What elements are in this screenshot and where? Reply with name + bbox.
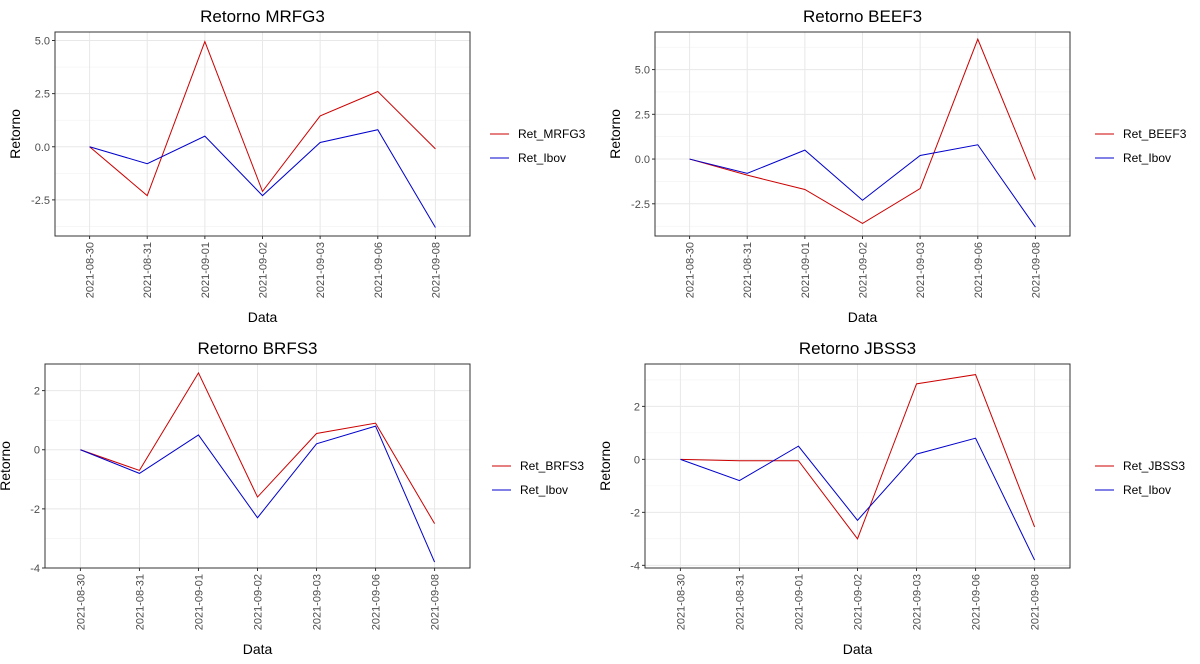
legend: Ret_BEEF3 Ret_Ibov <box>1095 127 1187 165</box>
x-tick-label: 2021-08-31 <box>134 574 146 630</box>
legend: Ret_BRFS3 Ret_Ibov <box>492 459 584 497</box>
y-tick-label: 2.5 <box>35 89 50 101</box>
y-axis-title: Retorno <box>597 441 613 491</box>
legend-label: Ret_Ibov <box>518 151 566 165</box>
x-tick-label: 2021-09-03 <box>315 242 327 298</box>
legend: Ret_JBSS3 Ret_Ibov <box>1095 459 1185 497</box>
x-tick-label: 2021-09-02 <box>853 574 865 630</box>
x-axis-title: Data <box>243 641 273 657</box>
x-tick-label: 2021-09-06 <box>373 242 385 298</box>
y-axis-title: Retorno <box>0 441 13 491</box>
legend-label: Ret_MRFG3 <box>518 127 586 141</box>
y-axis-title: Retorno <box>607 109 623 159</box>
x-tick-label: 2021-08-31 <box>734 574 746 630</box>
x-tick-label: 2021-08-30 <box>85 242 97 298</box>
chart-title: Retorno JBSS3 <box>799 339 916 358</box>
legend-label: Ret_BRFS3 <box>520 459 584 473</box>
y-tick-label: 0 <box>34 445 40 457</box>
y-tick-label: 2 <box>34 386 40 398</box>
legend-label: Ret_Ibov <box>520 483 568 497</box>
y-tick-label: 2 <box>634 401 640 413</box>
x-tick-label: 2021-09-02 <box>253 574 265 630</box>
x-tick-label: 2021-09-03 <box>312 574 324 630</box>
x-tick-label: 2021-08-30 <box>75 574 87 630</box>
legend: Ret_MRFG3 Ret_Ibov <box>490 127 586 165</box>
y-axis-title: Retorno <box>7 109 23 159</box>
x-tick-label: 2021-09-01 <box>793 574 805 630</box>
x-tick-label: 2021-09-01 <box>200 242 212 298</box>
x-axis-title: Data <box>248 309 278 325</box>
x-tick-label: 2021-09-02 <box>858 242 870 298</box>
y-tick-label: 2.5 <box>635 109 650 121</box>
x-tick-label: 2021-09-01 <box>193 574 205 630</box>
legend-label: Ret_BEEF3 <box>1123 127 1187 141</box>
y-tick-label: 5.0 <box>35 36 50 48</box>
x-tick-label: 2021-08-31 <box>142 242 154 298</box>
legend-label: Ret_JBSS3 <box>1123 459 1185 473</box>
x-tick-label: 2021-09-08 <box>1030 242 1042 298</box>
chart-panel-3: -4 -2 0 2 2021-08-30 2021-08-31 2021-09-01 2021… <box>0 339 584 657</box>
y-tick-label: 0.0 <box>635 154 650 166</box>
x-tick-label: 2021-09-01 <box>800 242 812 298</box>
chart-title: Retorno BEEF3 <box>803 7 922 26</box>
x-tick-label: 2021-08-31 <box>742 242 754 298</box>
y-tick-label: 5.0 <box>635 65 650 77</box>
x-tick-label: 2021-08-30 <box>685 242 697 298</box>
x-tick-label: 2021-08-30 <box>675 574 687 630</box>
y-tick-label: 0 <box>634 454 640 466</box>
y-tick-label: -4 <box>630 560 640 572</box>
legend-label: Ret_Ibov <box>1123 483 1171 497</box>
x-tick-label: 2021-09-08 <box>430 242 442 298</box>
chart-title: Retorno BRFS3 <box>198 339 318 358</box>
y-tick-label: -4 <box>30 563 40 575</box>
y-tick-label: -2.5 <box>631 199 650 211</box>
x-tick-label: 2021-09-08 <box>430 574 442 630</box>
x-tick-label: 2021-09-02 <box>258 242 270 298</box>
legend-label: Ret_Ibov <box>1123 151 1171 165</box>
x-axis-title: Data <box>848 309 878 325</box>
chart-panel-2: -2.5 0.0 2.5 5.0 2021-08-30 2021-08-31 2021-09… <box>607 7 1187 325</box>
x-tick-label: 2021-09-06 <box>973 242 985 298</box>
y-tick-label: -2 <box>630 507 640 519</box>
x-tick-label: 2021-09-08 <box>1030 574 1042 630</box>
x-tick-label: 2021-09-06 <box>371 574 383 630</box>
x-axis-title: Data <box>843 641 873 657</box>
chart-title: Retorno MRFG3 <box>200 7 325 26</box>
x-tick-label: 2021-09-06 <box>971 574 983 630</box>
y-tick-label: -2 <box>30 504 40 516</box>
y-tick-label: 0.0 <box>35 142 50 154</box>
x-tick-label: 2021-09-03 <box>915 242 927 298</box>
chart-panel-1: -2.5 0.0 2.5 5.0 2021-08-30 2021-08-31 2021-09… <box>7 7 586 325</box>
x-tick-label: 2021-09-03 <box>912 574 924 630</box>
chart-panel-4: -4 -2 0 2 2021-08-30 2021-08-31 2021-09-01 2021… <box>597 339 1185 657</box>
y-tick-label: -2.5 <box>31 195 50 207</box>
